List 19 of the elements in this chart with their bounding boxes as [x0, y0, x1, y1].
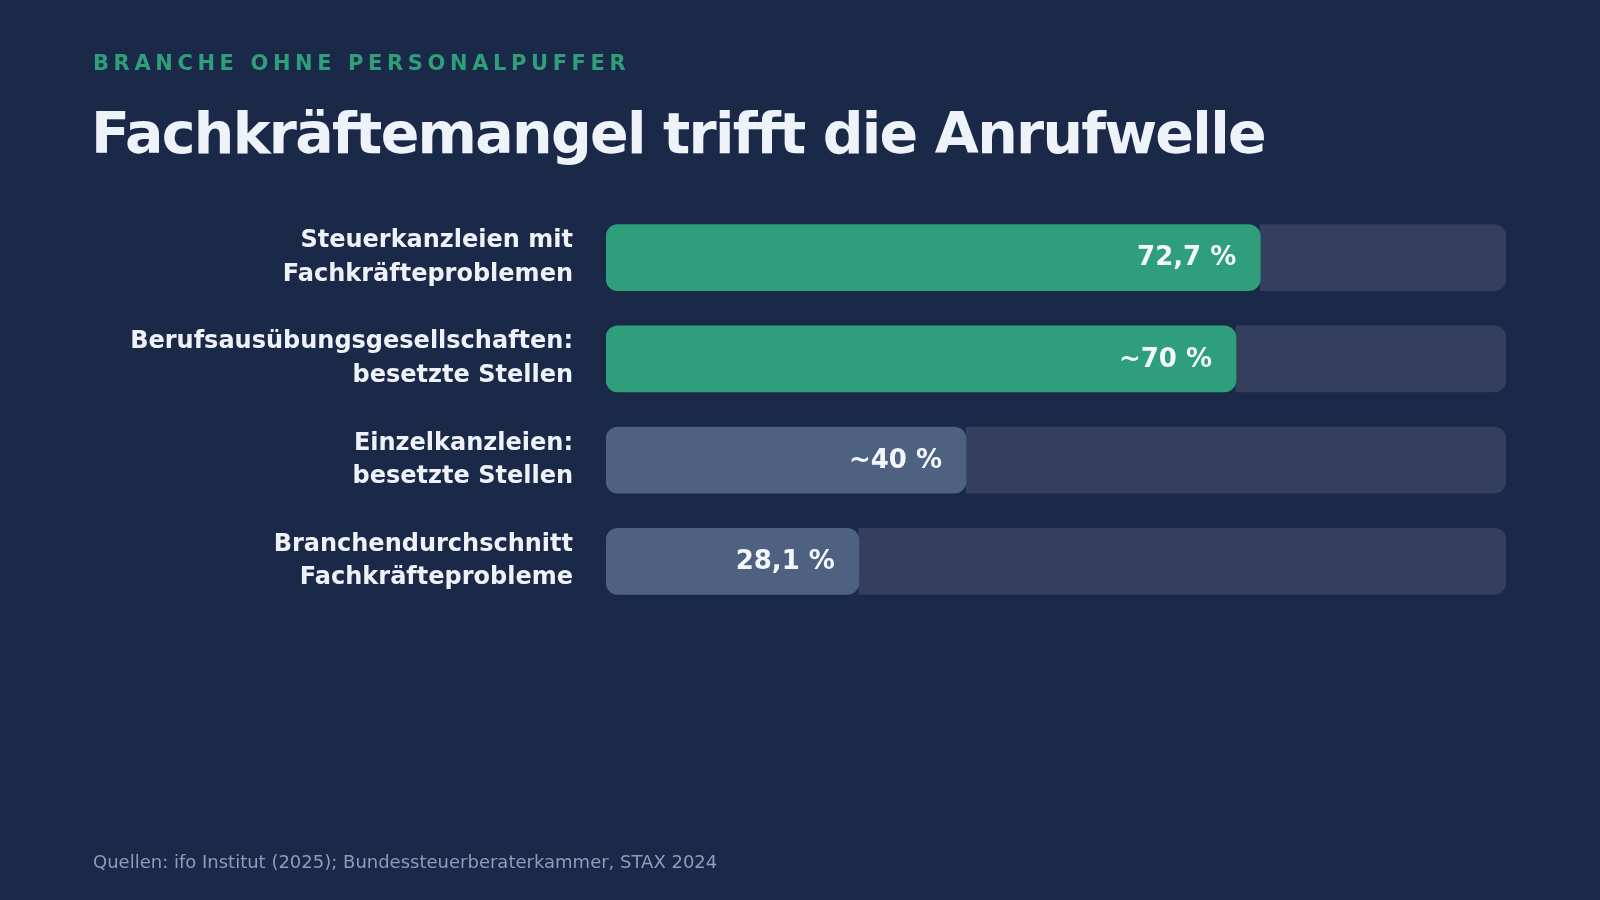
bar [965, 426, 1506, 494]
bar [1259, 224, 1506, 291]
bar [606, 528, 860, 595]
data-label: 72,7 % [1137, 241, 1237, 272]
bar [1235, 325, 1506, 393]
data-label: 28,1 % [735, 545, 835, 576]
y-tick-label: Branchendurchschnitt Fachkräfteprobleme [273, 528, 573, 591]
bar [858, 528, 1506, 595]
y-tick-label: Steuerkanzleien mit Fachkräfteproblemen [282, 225, 573, 287]
text: BRANCHE OHNE PERSONALPUFFER [93, 51, 631, 77]
source-note: Quellen: ifo Institut (2025); Bundessteuerberaterkammer, STAX 2024 [93, 851, 718, 873]
data-label: ~40 % [848, 443, 942, 474]
bar [606, 224, 1261, 291]
chart-title: Fachkräftemangel trifft die Anrufwelle [91, 100, 1265, 167]
bar [606, 325, 1237, 393]
data-label: ~70 % [1118, 342, 1212, 373]
y-tick-label: Berufsausübungsgesellschaften: besetzte Stellen [130, 326, 573, 388]
y-tick-label: Einzelkanzleien: besetzte Stellen [352, 427, 573, 490]
bar [606, 426, 967, 494]
